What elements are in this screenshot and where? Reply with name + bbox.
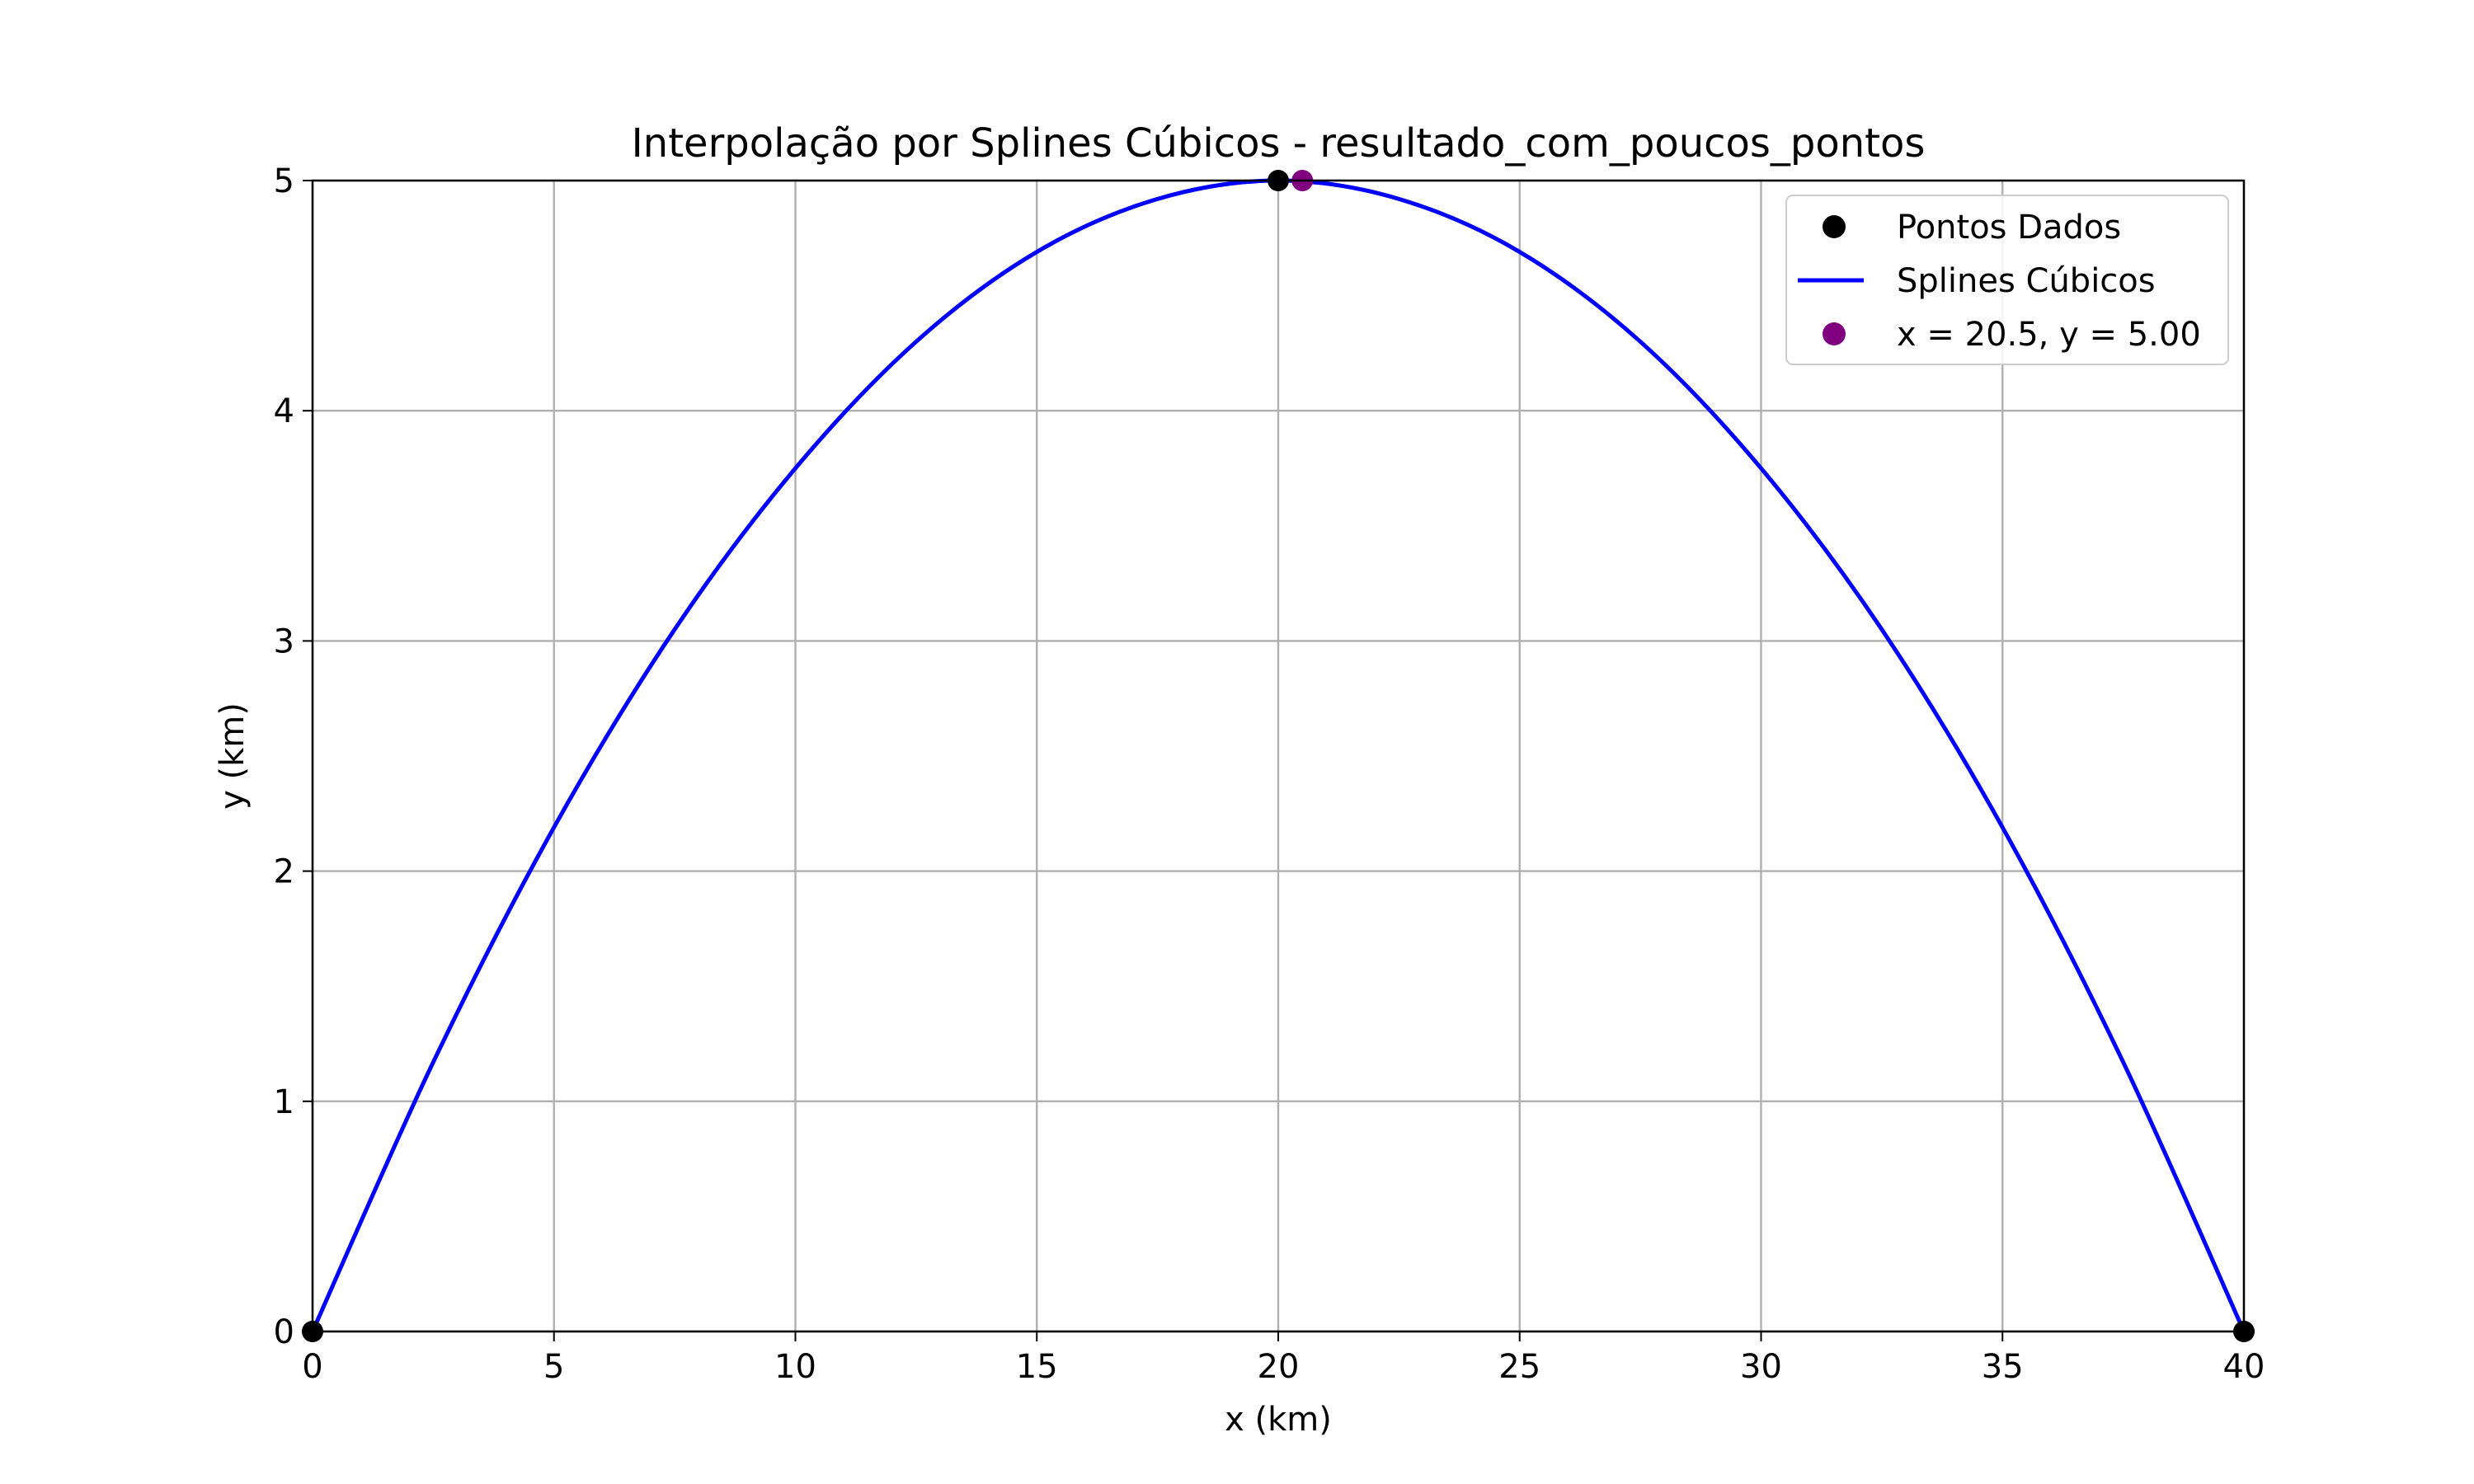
y-tick-label: 5 bbox=[274, 162, 294, 200]
legend-marker-swatch bbox=[1823, 322, 1846, 345]
x-tick-label: 40 bbox=[2223, 1348, 2265, 1386]
ticks: 0 5 10 15 20 25 30 35 40 0 1 2 3 4 5 bbox=[274, 162, 2265, 1386]
legend-label: x = 20.5, y = 5.00 bbox=[1897, 316, 2201, 354]
chart-title: Interpolação por Splines Cúbicos - resul… bbox=[632, 120, 1926, 167]
legend-box bbox=[1785, 195, 2229, 365]
x-tick-label: 35 bbox=[1982, 1348, 2024, 1386]
x-tick-label: 10 bbox=[774, 1348, 816, 1386]
x-tick-label: 20 bbox=[1258, 1348, 1300, 1386]
legend-marker-swatch bbox=[1823, 215, 1846, 238]
x-axis-title: x (km) bbox=[1225, 1401, 1332, 1439]
y-tick-label: 4 bbox=[274, 392, 294, 430]
y-tick-label: 0 bbox=[274, 1313, 294, 1351]
legend: Pontos Dados Splines Cúbicos x = 20.5, y =… bbox=[1785, 195, 2229, 365]
y-tick-label: 2 bbox=[274, 853, 294, 891]
legend-label: Splines Cúbicos bbox=[1897, 262, 2156, 300]
x-tick-label: 25 bbox=[1498, 1348, 1540, 1386]
x-tick-label: 0 bbox=[302, 1348, 322, 1386]
x-tick-label: 5 bbox=[543, 1348, 564, 1386]
x-tick-label: 30 bbox=[1740, 1348, 1782, 1386]
y-tick-label: 1 bbox=[274, 1083, 294, 1121]
y-axis-title: y (km) bbox=[214, 702, 252, 810]
x-tick-label: 15 bbox=[1016, 1348, 1058, 1386]
y-tick-label: 3 bbox=[274, 622, 294, 660]
legend-label: Pontos Dados bbox=[1897, 209, 2121, 247]
